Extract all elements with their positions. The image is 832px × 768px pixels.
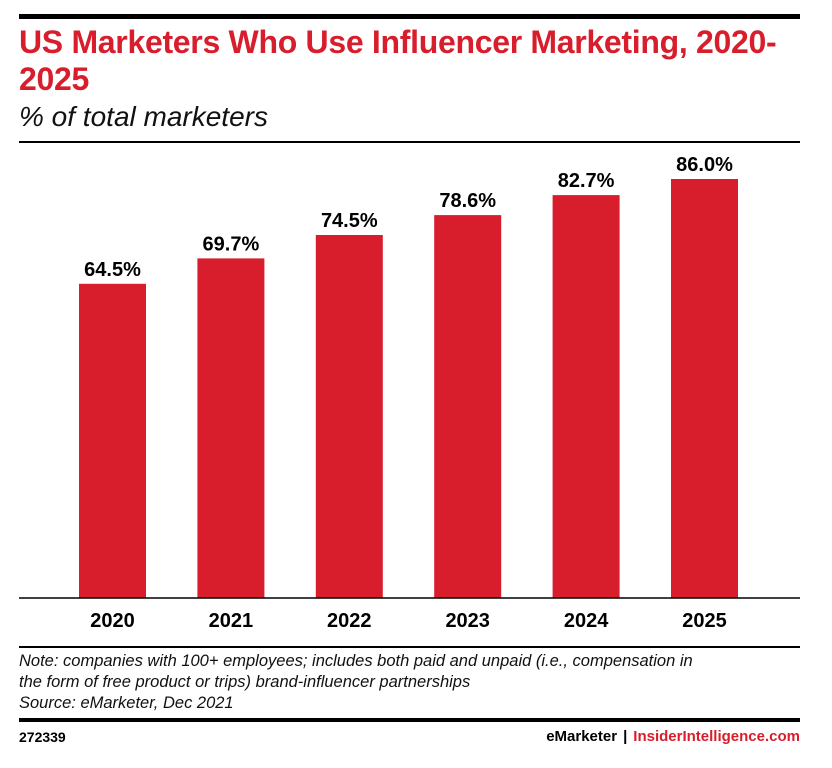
bar-2023 [434, 215, 502, 598]
bar-2024 [552, 195, 620, 598]
top-rule [19, 14, 800, 19]
bar-2022 [315, 235, 383, 598]
chart-id: 272339 [19, 729, 66, 745]
x-tick-label-2022: 2022 [327, 610, 372, 632]
bottom-rule [19, 718, 800, 722]
x-tick-label-2021: 2021 [209, 610, 254, 632]
value-labels-group: 64.5% 69.7% 74.5% 78.6% 82.7% 86.0% [84, 154, 733, 281]
x-tick-label-2025: 2025 [682, 610, 727, 632]
bar-2025 [671, 179, 738, 598]
bar-2020 [79, 283, 146, 599]
bar-2021 [197, 258, 265, 598]
footnote: Note: companies with 100+ employees; inc… [19, 651, 809, 714]
note-line-2: the form of free product or trips) brand… [19, 673, 471, 691]
value-label-2021: 69.7% [203, 233, 260, 255]
value-label-2020: 64.5% [84, 259, 141, 281]
x-axis-labels: 2020 2021 2022 2023 2024 2025 [90, 610, 727, 632]
brand-insider-intelligence[interactable]: InsiderIntelligence.com [633, 728, 800, 745]
bars-group [79, 179, 738, 599]
x-tick-label-2024: 2024 [564, 610, 609, 632]
bar-chart: 64.5%69.7%74.5%78.6%82.7%86.0% 2020 2021 2… [19, 154, 800, 632]
value-label-2025: 86.0% [676, 154, 733, 176]
value-label-2024: 82.7% [558, 170, 615, 192]
chart-subtitle: % of total marketers [19, 101, 268, 132]
source-line: Source: eMarketer, Dec 2021 [19, 694, 234, 712]
subtitle-rule [19, 141, 800, 143]
brand-separator: | [623, 728, 628, 745]
value-label-2023: 78.6% [439, 190, 496, 212]
brand-credit: eMarketer | InsiderIntelligence.com [546, 728, 800, 745]
brand-emarketer: eMarketer [546, 728, 618, 745]
footnote-rule [19, 646, 800, 648]
x-tick-label-2023: 2023 [445, 610, 490, 632]
chart-title: US Marketers Who Use Influencer Marketin… [19, 24, 777, 97]
note-line-1: Note: companies with 100+ employees; inc… [19, 652, 693, 670]
x-tick-label-2020: 2020 [90, 610, 135, 632]
value-label-2022: 74.5% [321, 210, 378, 232]
